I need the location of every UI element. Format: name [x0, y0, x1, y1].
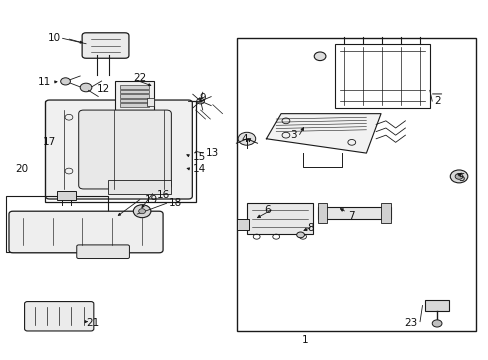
Text: 2: 2 [434, 96, 440, 106]
Text: 19: 19 [144, 195, 158, 205]
Text: 12: 12 [96, 84, 109, 94]
Bar [237, 39, 475, 330]
Circle shape [449, 170, 467, 183]
Text: 11: 11 [38, 77, 51, 87]
FancyBboxPatch shape [77, 245, 129, 258]
Bar [147, 98, 154, 107]
Bar [120, 99, 149, 102]
Text: 3: 3 [289, 130, 296, 140]
Circle shape [139, 209, 145, 214]
Bar [108, 180, 171, 194]
Text: 6: 6 [264, 206, 271, 216]
Text: 23: 23 [404, 319, 417, 328]
Text: 8: 8 [306, 224, 313, 233]
Bar [57, 191, 76, 200]
Text: 10: 10 [48, 33, 61, 43]
Text: 14: 14 [193, 164, 206, 174]
Text: 17: 17 [43, 138, 56, 147]
Bar [120, 94, 149, 98]
FancyBboxPatch shape [9, 211, 163, 253]
Circle shape [296, 232, 304, 238]
Bar [120, 103, 149, 107]
Text: 21: 21 [86, 319, 99, 328]
Text: 16: 16 [157, 190, 170, 200]
Bar [120, 90, 149, 93]
Bar [115, 81, 154, 110]
Text: 4: 4 [241, 134, 247, 144]
Bar [317, 207, 390, 220]
Text: 18: 18 [168, 198, 182, 208]
Text: 1: 1 [302, 334, 308, 345]
Bar [380, 203, 390, 223]
Bar [44, 101, 195, 202]
Circle shape [431, 320, 441, 327]
Circle shape [238, 132, 255, 145]
Text: 22: 22 [133, 73, 146, 83]
Bar [246, 203, 312, 234]
Circle shape [314, 52, 325, 60]
Bar [120, 85, 149, 89]
Text: 15: 15 [193, 152, 206, 162]
Bar [5, 196, 108, 252]
FancyBboxPatch shape [24, 302, 94, 331]
Text: 5: 5 [457, 173, 464, 183]
Text: 13: 13 [205, 148, 218, 158]
Bar [424, 300, 448, 311]
Circle shape [80, 83, 92, 92]
FancyBboxPatch shape [45, 100, 192, 199]
FancyBboxPatch shape [82, 33, 129, 58]
Circle shape [61, 78, 70, 85]
Bar [334, 44, 429, 108]
Text: 9: 9 [199, 93, 206, 103]
Circle shape [454, 174, 462, 179]
Text: 7: 7 [348, 211, 354, 221]
Bar [317, 203, 327, 223]
FancyBboxPatch shape [79, 110, 171, 189]
Bar [237, 220, 249, 230]
Polygon shape [266, 114, 380, 153]
Text: 20: 20 [15, 164, 28, 174]
Circle shape [133, 205, 151, 218]
Circle shape [196, 98, 204, 104]
